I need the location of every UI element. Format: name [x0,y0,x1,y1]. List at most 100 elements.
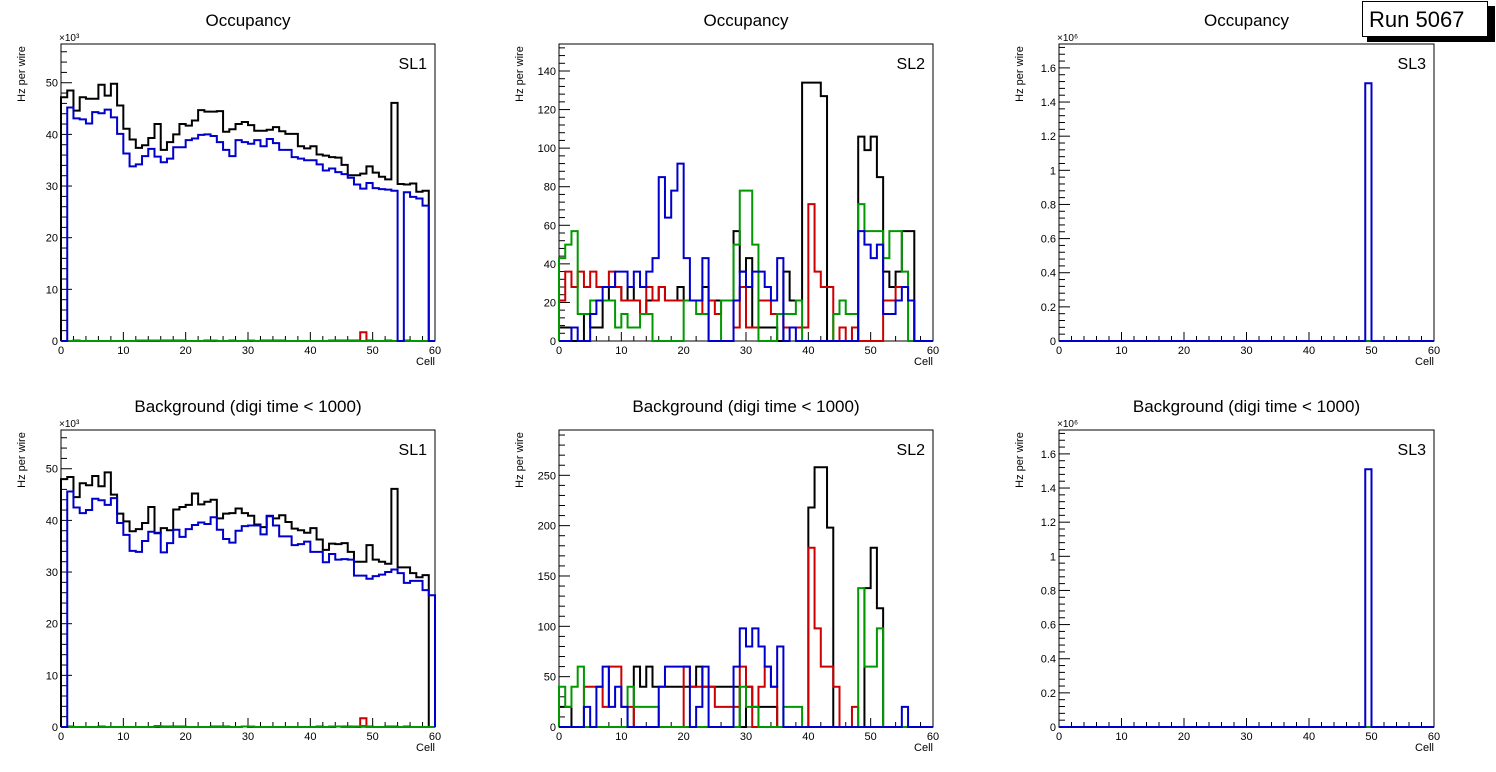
x-tick-label: 30 [1240,731,1252,743]
x-tick-label: 60 [927,345,939,357]
chart-title: Background (digi time < 1000) [632,397,859,416]
x-axis-label: Cell [1415,742,1434,754]
x-tick-label: 30 [740,345,752,357]
y-tick-label: 0.4 [1041,654,1056,666]
y-tick-label: 10 [46,284,58,296]
x-tick-label: 50 [367,345,379,357]
chart-title: Occupancy [1204,11,1290,30]
y-tick-label: 0.2 [1041,302,1056,314]
y-axis-label: Hz per wire [1014,432,1026,488]
x-tick-label: 40 [304,731,316,743]
histogram-series-layer4 [1059,468,1434,728]
y-tick-label: 0 [52,336,58,348]
x-tick-label: 60 [1428,345,1440,357]
x-axis-label: Cell [416,356,435,368]
histogram-series-layer3 [558,587,933,728]
x-tick-label: 10 [1115,731,1127,743]
y-tick-label: 1.2 [1041,131,1056,143]
y-tick-label: 1.4 [1041,97,1056,109]
y-tick-label: 0.4 [1041,268,1056,280]
x-tick-label: 30 [242,345,254,357]
y-tick-label: 140 [538,66,556,78]
y-exponent-label: ×10³ [59,419,80,430]
x-tick-label: 30 [1240,345,1252,357]
y-tick-label: 80 [544,182,556,194]
x-axis-label: Cell [914,742,933,754]
x-tick-label: 60 [429,345,441,357]
y-tick-label: 50 [46,464,58,476]
x-tick-label: 10 [615,345,627,357]
plot-frame [1058,43,1435,342]
x-tick-label: 60 [927,731,939,743]
superlayer-label: SL3 [1398,442,1427,459]
x-tick-label: 0 [58,345,64,357]
y-axis-label: Hz per wire [514,432,526,488]
x-tick-label: 10 [615,731,627,743]
x-tick-label: 30 [740,731,752,743]
y-tick-label: 20 [544,297,556,309]
x-tick-label: 10 [1115,345,1127,357]
x-tick-label: 30 [242,731,254,743]
y-tick-label: 0 [1050,722,1056,734]
plot-frame [60,429,436,728]
y-axis-label: Hz per wire [514,46,526,102]
y-tick-label: 120 [538,105,556,117]
superlayer-label: SL2 [897,56,926,73]
plot-frame [1058,429,1435,728]
histogram-series-layer4 [61,106,435,342]
x-tick-label: 60 [1428,731,1440,743]
x-axis-label: Cell [914,356,933,368]
y-tick-label: 1 [1050,551,1056,563]
superlayer-label: SL2 [897,442,926,459]
y-tick-label: 10 [46,670,58,682]
x-tick-label: 40 [1303,731,1315,743]
x-tick-label: 20 [1178,345,1190,357]
y-tick-label: 0 [550,336,556,348]
y-tick-label: 0 [550,722,556,734]
histogram-series-layer3 [61,339,435,342]
y-exponent-label: ×10⁶ [1057,33,1078,44]
x-tick-label: 20 [180,731,192,743]
histogram-series-layer4 [1059,82,1434,342]
y-tick-label: 0.2 [1041,688,1056,700]
y-tick-label: 0.8 [1041,199,1056,211]
y-tick-label: 20 [46,233,58,245]
y-tick-label: 20 [46,619,58,631]
y-axis-label: Hz per wire [16,46,28,102]
x-tick-label: 0 [58,731,64,743]
y-axis-label: Hz per wire [1014,46,1026,102]
y-tick-label: 100 [538,143,556,155]
y-axis-label: Hz per wire [16,432,28,488]
x-tick-label: 20 [180,345,192,357]
x-tick-label: 20 [1178,731,1190,743]
y-tick-label: 40 [46,515,58,527]
y-tick-label: 0.8 [1041,585,1056,597]
y-exponent-label: ×10³ [59,33,80,44]
superlayer-label: SL1 [399,56,428,73]
run-label: Run 5067 [1362,1,1488,37]
histogram-series-layer3 [61,724,435,728]
x-tick-label: 40 [304,345,316,357]
x-axis-label: Cell [1415,356,1434,368]
y-tick-label: 50 [46,78,58,90]
chart-title: Background (digi time < 1000) [1133,397,1360,416]
superlayer-label: SL1 [399,442,428,459]
y-tick-label: 30 [46,181,58,193]
x-tick-label: 50 [367,731,379,743]
chart-title: Background (digi time < 1000) [134,397,361,416]
y-tick-label: 0 [52,722,58,734]
x-tick-label: 40 [802,731,814,743]
y-exponent-label: ×10⁶ [1057,419,1078,430]
x-tick-label: 40 [802,345,814,357]
x-tick-label: 40 [1303,345,1315,357]
x-tick-label: 50 [1365,731,1377,743]
y-tick-label: 50 [544,672,556,684]
y-tick-label: 150 [538,571,556,583]
chart-title: Occupancy [205,11,291,30]
y-tick-label: 1.6 [1041,449,1056,461]
y-tick-label: 60 [544,220,556,232]
x-axis-label: Cell [416,742,435,754]
histogram-series-layer1 [60,82,435,342]
x-tick-label: 50 [1365,345,1377,357]
